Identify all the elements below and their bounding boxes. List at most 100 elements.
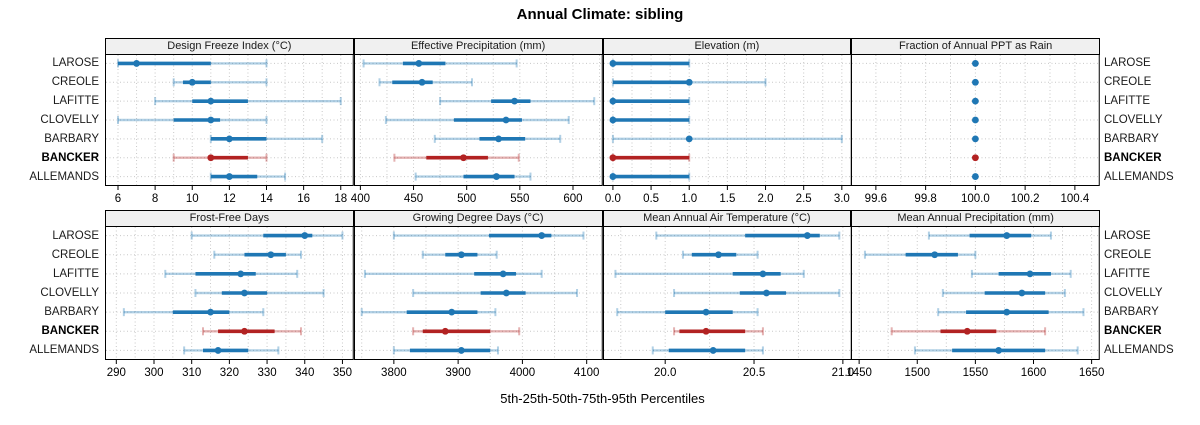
median-dot xyxy=(510,97,518,105)
median-dot xyxy=(492,173,500,180)
axis-tick-label: 2.0 xyxy=(757,193,773,205)
axis-tick-label: 2.5 xyxy=(795,193,811,205)
median-dot xyxy=(803,232,811,239)
median-dot xyxy=(714,251,722,259)
median-dot xyxy=(207,97,215,105)
median-dot xyxy=(972,173,980,180)
site-label-left-creole: CREOLE xyxy=(51,248,99,261)
panel-plot: 1450 1500 1550 1600 1650 xyxy=(847,226,1105,379)
panel-plot: 99.6 99.8 100.0 100.2 100.4 xyxy=(851,54,1100,205)
panel-1-3: Mean Annual Precipitation (mm) 1450 1500 15… xyxy=(847,210,1105,380)
median-dot xyxy=(1018,289,1026,297)
median-dot xyxy=(538,232,545,239)
axis-tick-label: 20.5 xyxy=(742,367,764,379)
axis-tick-label: 1500 xyxy=(905,367,931,379)
panel-plot: 0.0 0.5 1.0 1.5 2.0 2.5 3.0 xyxy=(602,54,852,205)
median-dot xyxy=(762,289,770,297)
axis-tick-label: 300 xyxy=(144,367,163,379)
median-dot xyxy=(964,327,971,335)
median-dot xyxy=(502,116,510,124)
median-dot xyxy=(207,116,215,124)
median-dot xyxy=(225,173,233,180)
panel-0-0: Design Freeze Index (°C) 6 8 10 12 14 16 18 xyxy=(105,38,354,206)
median-dot xyxy=(502,289,510,297)
axis-tick-label: 330 xyxy=(257,367,276,379)
chart-title: Annual Climate: sibling xyxy=(516,6,684,23)
axis-tick-label: 600 xyxy=(563,193,582,205)
panel-strip-title: Mean Annual Precipitation (mm) xyxy=(851,210,1100,227)
panel-plot: 6 8 10 12 14 16 18 xyxy=(105,54,354,205)
median-dot xyxy=(972,60,980,67)
axis-tick-label: 0.5 xyxy=(643,193,659,205)
axis-tick-label: 3.0 xyxy=(833,193,849,205)
median-dot xyxy=(972,116,980,124)
site-label-left-bancker: BANCKER xyxy=(41,325,100,338)
median-dot xyxy=(457,347,465,354)
panel-strip-title: Growing Degree Days (°C) xyxy=(353,210,603,227)
panel-strip-title: Design Freeze Index (°C) xyxy=(105,38,354,55)
median-dot xyxy=(188,78,196,86)
panel-0-2: Elevation (m) 0.0 0.5 1.0 1.5 2.0 2.5 3.0 xyxy=(602,38,852,206)
axis-tick-label: 400 xyxy=(351,193,370,205)
site-label-left-clovelly: CLOVELLY xyxy=(40,287,99,299)
site-label-right-bancker: BANCKER xyxy=(1104,151,1162,164)
site-label-left-clovelly: CLOVELLY xyxy=(40,114,99,126)
site-label-left-creole: CREOLE xyxy=(51,76,99,89)
panel-1-1: Growing Degree Days (°C) 3800 3900 4000 4100 xyxy=(353,210,603,380)
site-label-right-allemands: ALLEMANDS xyxy=(1104,170,1174,183)
panel-plot: 20.0 20.5 21.0 xyxy=(602,226,854,379)
axis-tick-label: 1550 xyxy=(963,367,989,379)
site-label-left-lafitte: LAFITTE xyxy=(52,95,99,108)
axis-tick-label: 1450 xyxy=(847,367,873,379)
axis-tick-label: 1.5 xyxy=(719,193,735,205)
panel-strip-title: Elevation (m) xyxy=(602,38,852,55)
median-dot xyxy=(267,251,275,259)
median-dot xyxy=(972,97,980,105)
median-dot xyxy=(685,78,693,86)
median-dot xyxy=(972,154,980,162)
axis-tick-label: 8 xyxy=(152,193,158,205)
site-label-right-allemands: ALLEMANDS xyxy=(1104,344,1174,357)
median-dot xyxy=(301,232,309,239)
axis-tick-label: 4100 xyxy=(574,367,600,379)
median-dot xyxy=(207,308,214,316)
site-label-left-bancker: BANCKER xyxy=(41,151,100,164)
axis-tick-label: 1600 xyxy=(1021,367,1047,379)
median-dot xyxy=(972,135,980,143)
median-dot xyxy=(972,78,980,86)
median-dot xyxy=(1003,232,1011,239)
panel-0-1: Effective Precipitation (mm) 400 450 500 550… xyxy=(351,38,603,206)
axis-tick-label: 320 xyxy=(220,367,239,379)
median-dot xyxy=(133,60,140,67)
axis-tick-label: 6 xyxy=(115,193,121,205)
axis-tick-label: 21.0 xyxy=(831,367,853,379)
panel-plot: 3800 3900 4000 4100 xyxy=(353,226,603,379)
median-dot xyxy=(459,154,467,162)
panel-strip-title: Effective Precipitation (mm) xyxy=(353,38,603,55)
site-label-right-lafitte: LAFITTE xyxy=(1104,267,1151,280)
site-label-right-larose: LAROSE xyxy=(1104,229,1151,242)
axis-tick-label: 12 xyxy=(223,193,236,205)
axis-tick-label: 340 xyxy=(295,367,314,379)
median-dot xyxy=(609,116,616,124)
median-dot xyxy=(609,154,616,162)
median-dot xyxy=(499,270,507,278)
median-dot xyxy=(995,347,1003,354)
axis-tick-label: 0.0 xyxy=(604,193,620,205)
site-label-left-allemands: ALLEMANDS xyxy=(29,170,99,183)
median-dot xyxy=(931,251,939,259)
axis-tick-label: 18 xyxy=(334,193,347,205)
median-dot xyxy=(709,347,717,354)
median-dot xyxy=(1026,270,1034,278)
site-label-left-larose: LAROSE xyxy=(52,57,99,70)
axis-tick-label: 1650 xyxy=(1079,367,1105,379)
median-dot xyxy=(685,135,693,143)
site-label-right-clovelly: CLOVELLY xyxy=(1104,114,1163,126)
axis-tick-label: 100.0 xyxy=(961,193,990,205)
site-label-right-barbary: BARBARY xyxy=(1104,132,1159,145)
axis-tick-label: 100.4 xyxy=(1061,193,1090,205)
median-dot xyxy=(241,327,248,335)
site-label-right-clovelly: CLOVELLY xyxy=(1104,287,1163,299)
axis-tick-label: 1.0 xyxy=(681,193,697,205)
axis-tick-label: 99.6 xyxy=(865,193,887,205)
